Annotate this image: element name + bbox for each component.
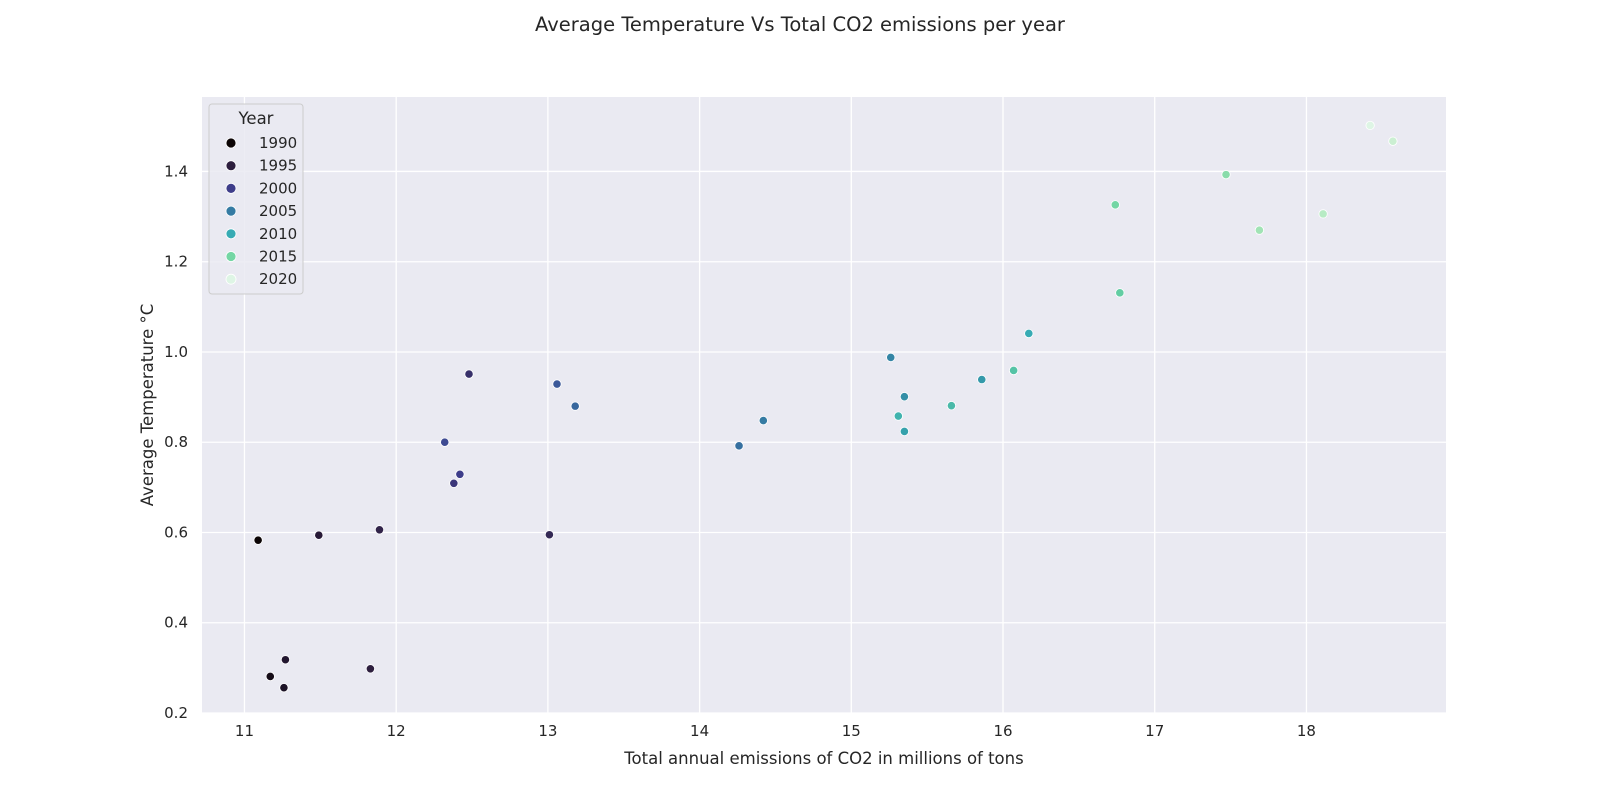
data-point (977, 374, 987, 385)
legend-label: 2005 (259, 202, 297, 220)
data-point (734, 441, 744, 451)
y-tick-label: 0.2 (164, 704, 188, 722)
data-point (374, 525, 385, 535)
y-tick-label: 0.8 (164, 433, 188, 451)
data-point (544, 530, 555, 540)
y-tick-label: 0.6 (164, 523, 188, 541)
legend-marker (225, 273, 237, 285)
data-point (365, 664, 375, 674)
plot-area (202, 97, 1446, 713)
data-point (464, 369, 474, 379)
legend-marker (225, 228, 237, 240)
y-tick-label: 1.0 (164, 343, 188, 361)
data-point (893, 411, 903, 421)
data-point (1318, 209, 1328, 219)
x-tick-labels: 11 12 13 14 15 16 17 18 (235, 722, 1316, 740)
grid-lines (202, 97, 1446, 714)
legend-marker (225, 137, 237, 149)
data-point (1115, 288, 1125, 298)
data-point (886, 352, 896, 362)
data-point (253, 535, 263, 545)
data-points (253, 120, 1398, 693)
legend-label: 2020 (259, 270, 297, 288)
data-point (899, 392, 910, 402)
data-point (946, 401, 957, 411)
x-tick-label: 15 (842, 722, 861, 740)
data-point (440, 437, 450, 447)
data-point (1388, 136, 1398, 146)
data-point (570, 401, 580, 411)
data-point (314, 530, 324, 540)
legend: Year 1990 1995 2000 2005 2010 2015 2020 (208, 103, 304, 295)
x-tick-label: 11 (235, 722, 254, 740)
legend-label: 2010 (259, 225, 297, 243)
data-point (1024, 328, 1034, 339)
data-point (1009, 365, 1019, 376)
data-point (899, 426, 910, 436)
legend-label: 1995 (259, 157, 297, 175)
data-point (280, 655, 291, 665)
legend-marker (225, 160, 237, 172)
x-tick-label: 14 (690, 722, 709, 740)
legend-marker (225, 251, 237, 262)
x-tick-label: 18 (1297, 722, 1316, 740)
legend-label: 2015 (259, 248, 297, 266)
x-axis-label: Total annual emissions of CO2 in million… (623, 749, 1023, 768)
data-point (1365, 120, 1375, 131)
y-tick-label: 1.2 (164, 253, 188, 271)
x-tick-label: 12 (387, 722, 406, 740)
y-axis-label: Average Temperature °C (138, 304, 157, 507)
legend-label: 2000 (259, 179, 297, 197)
legend-marker (225, 182, 237, 194)
data-point (265, 671, 275, 682)
data-point (1110, 200, 1120, 210)
legend-title: Year (238, 109, 274, 128)
y-tick-labels: 0.2 0.4 0.6 0.8 1.0 1.2 1.4 (164, 162, 188, 722)
data-point (1221, 170, 1231, 180)
y-tick-label: 0.4 (164, 614, 188, 632)
data-point (552, 379, 562, 389)
data-point (279, 683, 289, 693)
data-point (758, 415, 768, 426)
x-tick-label: 13 (538, 722, 557, 740)
data-point (455, 469, 465, 479)
x-tick-label: 16 (993, 722, 1012, 740)
x-tick-label: 17 (1145, 722, 1164, 740)
chart-title: Average Temperature Vs Total CO2 emissio… (535, 13, 1066, 36)
y-tick-label: 1.4 (164, 162, 188, 180)
legend-marker (225, 205, 237, 217)
data-point (449, 478, 459, 488)
data-point (1254, 225, 1265, 235)
legend-label: 1990 (259, 134, 297, 152)
legend-box (208, 103, 304, 295)
